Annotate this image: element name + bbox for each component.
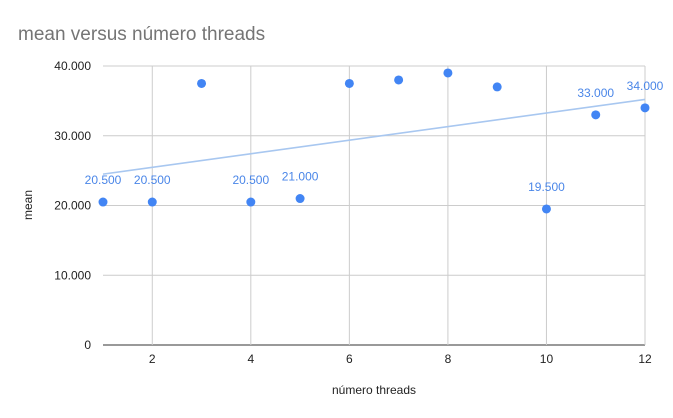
x-tick-label: 10 (540, 352, 554, 366)
y-tick-label: 0 (84, 338, 91, 352)
data-label: 20.500 (232, 173, 269, 187)
data-label: 19.500 (528, 180, 565, 194)
x-tick-label: 4 (247, 352, 254, 366)
x-tick-label: 12 (638, 352, 652, 366)
points (98, 68, 650, 214)
data-point (98, 197, 108, 207)
x-axis-title: número threads (332, 383, 416, 397)
y-tick-label: 30.000 (54, 129, 91, 143)
chart-title: mean versus número threads (18, 24, 265, 45)
trendline-group (102, 98, 646, 175)
axes: 0 10.000 20.000 30.000 40.000 2 4 6 8 10 12 (54, 59, 652, 366)
data-point (344, 78, 354, 88)
x-tick-label: 2 (149, 352, 156, 366)
data-point (591, 110, 601, 120)
data-point (443, 68, 453, 78)
data-point (640, 103, 650, 113)
data-point (492, 82, 502, 92)
y-tick-label: 40.000 (54, 59, 91, 73)
data-label: 33.000 (577, 86, 614, 100)
grid (103, 65, 646, 346)
x-tick-label: 6 (346, 352, 353, 366)
trendline (102, 98, 646, 175)
data-point (295, 194, 305, 204)
data-point (394, 75, 404, 85)
data-label: 34.000 (627, 79, 664, 93)
data-point (246, 197, 256, 207)
data-label: 20.500 (134, 173, 171, 187)
data-label: 21.000 (282, 170, 319, 184)
y-axis-title: mean (21, 190, 35, 220)
y-tick-label: 20.000 (54, 199, 91, 213)
data-label: 20.500 (85, 173, 122, 187)
x-tick-label: 8 (445, 352, 452, 366)
data-point (197, 78, 207, 88)
data-labels: 20.500 20.500 20.500 21.000 19.500 33.000 34.0… (85, 79, 664, 194)
data-point (147, 197, 157, 207)
data-point (541, 204, 551, 214)
y-tick-label: 10.000 (54, 268, 91, 282)
